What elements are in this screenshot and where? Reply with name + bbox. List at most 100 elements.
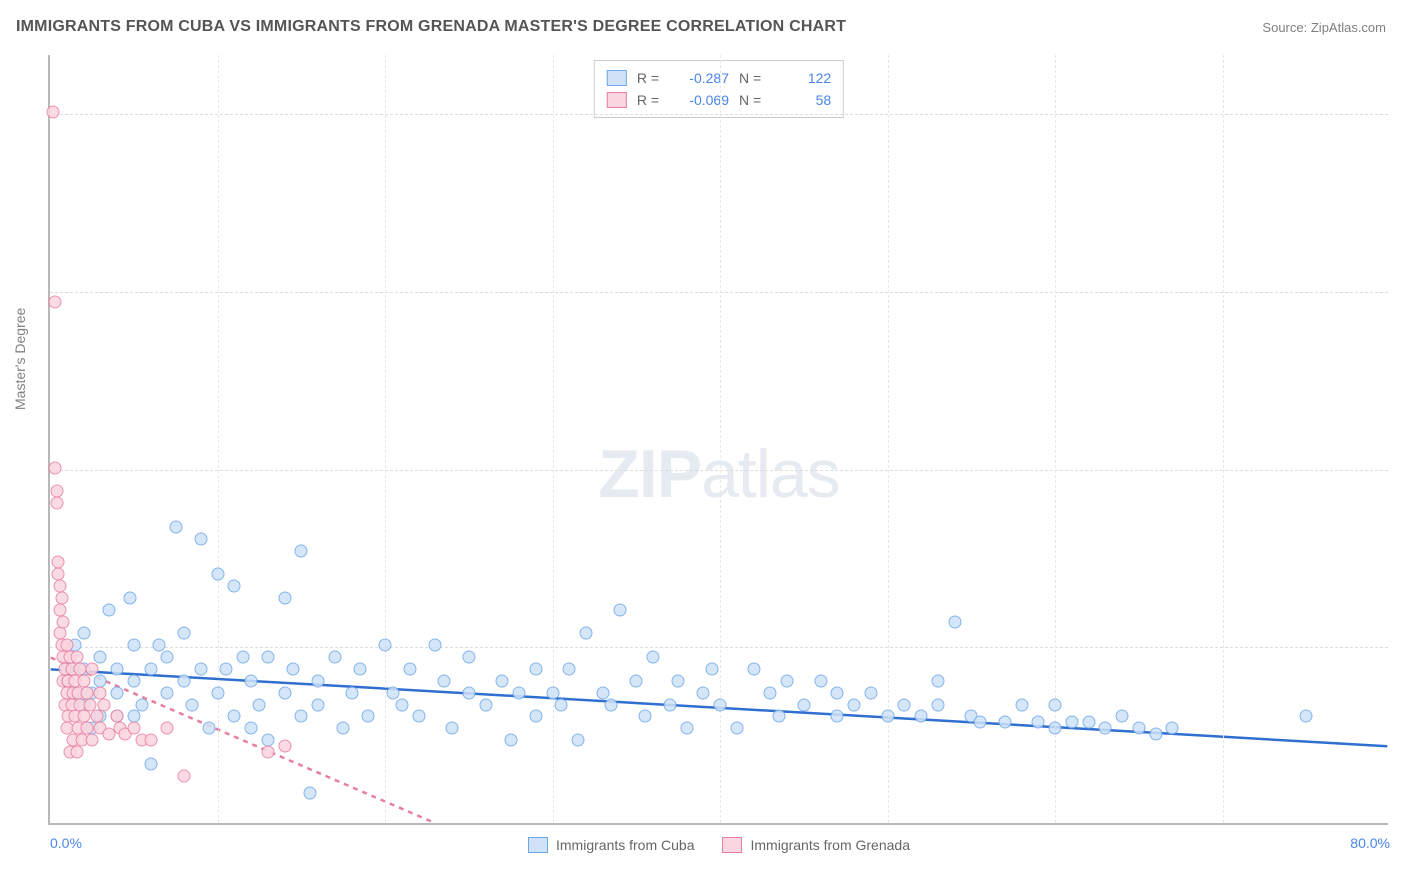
data-point — [345, 686, 358, 699]
data-point — [831, 710, 844, 723]
gridline-h — [50, 114, 1388, 115]
data-point — [186, 698, 199, 711]
watermark-bold: ZIP — [598, 436, 701, 512]
data-point — [747, 663, 760, 676]
stats-row-grenada: R = -0.069 N = 58 — [607, 89, 831, 111]
data-point — [613, 603, 626, 616]
data-point — [261, 745, 274, 758]
data-point — [57, 615, 70, 628]
gridline-h — [50, 647, 1388, 648]
data-point — [1116, 710, 1129, 723]
data-point — [228, 580, 241, 593]
data-point — [931, 674, 944, 687]
gridline-v — [1223, 55, 1224, 823]
data-point — [797, 698, 810, 711]
data-point — [102, 603, 115, 616]
data-point — [77, 627, 90, 640]
legend-item-grenada: Immigrants from Grenada — [722, 837, 910, 853]
data-point — [697, 686, 710, 699]
data-point — [554, 698, 567, 711]
data-point — [504, 734, 517, 747]
data-point — [1049, 698, 1062, 711]
data-point — [228, 710, 241, 723]
data-point — [831, 686, 844, 699]
data-point — [124, 591, 137, 604]
data-point — [219, 663, 232, 676]
data-point — [412, 710, 425, 723]
data-point — [931, 698, 944, 711]
data-point — [663, 698, 676, 711]
data-point — [286, 663, 299, 676]
swatch-grenada — [607, 92, 627, 108]
data-point — [848, 698, 861, 711]
data-point — [437, 674, 450, 687]
data-point — [395, 698, 408, 711]
data-point — [513, 686, 526, 699]
data-point — [898, 698, 911, 711]
data-point — [127, 722, 140, 735]
data-point — [353, 663, 366, 676]
r-label-grenada: R = — [637, 89, 659, 111]
data-point — [915, 710, 928, 723]
data-point — [94, 651, 107, 664]
data-point — [730, 722, 743, 735]
data-point — [278, 591, 291, 604]
gridline-v — [888, 55, 889, 823]
data-point — [211, 568, 224, 581]
data-point — [680, 722, 693, 735]
data-point — [563, 663, 576, 676]
data-point — [596, 686, 609, 699]
data-point — [479, 698, 492, 711]
gridline-v — [385, 55, 386, 823]
data-point — [144, 757, 157, 770]
data-point — [278, 686, 291, 699]
data-point — [70, 745, 83, 758]
data-point — [253, 698, 266, 711]
y-axis-label: Master's Degree — [12, 308, 28, 410]
r-label-cuba: R = — [637, 67, 659, 89]
scatter-chart: ZIPatlas R = -0.287 N = 122 R = -0.069 N… — [48, 55, 1388, 825]
source-attribution: Source: ZipAtlas.com — [1262, 20, 1386, 35]
data-point — [236, 651, 249, 664]
data-point — [49, 295, 62, 308]
data-point — [50, 497, 63, 510]
data-point — [312, 698, 325, 711]
stats-row-cuba: R = -0.287 N = 122 — [607, 67, 831, 89]
legend-swatch-cuba — [528, 837, 548, 853]
data-point — [178, 674, 191, 687]
data-point — [161, 651, 174, 664]
data-point — [245, 674, 258, 687]
data-point — [144, 663, 157, 676]
data-point — [49, 461, 62, 474]
n-value-cuba: 122 — [771, 67, 831, 89]
data-point — [362, 710, 375, 723]
x-tick-label: 0.0% — [50, 835, 82, 851]
n-value-grenada: 58 — [771, 89, 831, 111]
gridline-v — [553, 55, 554, 823]
data-point — [973, 716, 986, 729]
legend-label-cuba: Immigrants from Cuba — [556, 837, 694, 853]
data-point — [1166, 722, 1179, 735]
data-point — [772, 710, 785, 723]
watermark-logo: ZIPatlas — [598, 435, 839, 513]
legend-label-grenada: Immigrants from Grenada — [750, 837, 910, 853]
data-point — [194, 532, 207, 545]
data-point — [1065, 716, 1078, 729]
swatch-cuba — [607, 70, 627, 86]
data-point — [387, 686, 400, 699]
data-point — [1032, 716, 1045, 729]
data-point — [127, 674, 140, 687]
data-point — [1300, 710, 1313, 723]
n-label-grenada: N = — [739, 89, 761, 111]
data-point — [638, 710, 651, 723]
data-point — [1099, 722, 1112, 735]
data-point — [429, 639, 442, 652]
data-point — [295, 544, 308, 557]
data-point — [764, 686, 777, 699]
data-point — [404, 663, 417, 676]
data-point — [1015, 698, 1028, 711]
data-point — [97, 698, 110, 711]
y-tick-label: 30.0% — [1395, 462, 1406, 478]
data-point — [1132, 722, 1145, 735]
y-tick-label: 60.0% — [1395, 106, 1406, 122]
